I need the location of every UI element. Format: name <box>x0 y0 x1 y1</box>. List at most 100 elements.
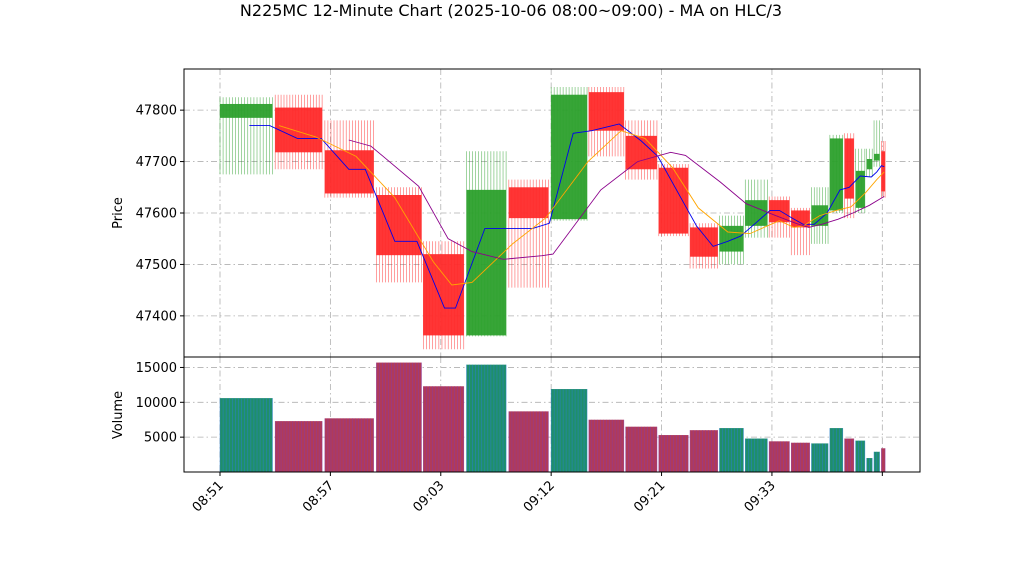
volume-bar-body <box>508 411 549 472</box>
volume-bar <box>376 362 422 472</box>
volume-tick-label: 10000 <box>136 396 177 411</box>
candle-up <box>466 151 507 337</box>
volume-bar <box>873 451 880 472</box>
candle-down <box>881 141 886 198</box>
candle-body <box>829 138 843 211</box>
candle-body <box>874 153 880 161</box>
candlestick-series <box>219 87 886 350</box>
volume-panel: 5000 10000 15000 Volume <box>111 356 921 473</box>
candle-body <box>881 151 886 192</box>
candle-up <box>866 148 873 177</box>
volume-bar <box>829 428 844 472</box>
candle-body <box>220 103 273 118</box>
volume-bar <box>768 441 790 472</box>
candle-down <box>324 120 374 198</box>
candle-up <box>744 179 768 238</box>
candle-down <box>376 187 422 283</box>
candle-down <box>274 94 323 170</box>
volume-bar <box>508 411 549 472</box>
volume-bar <box>219 398 273 472</box>
volume-bar <box>466 364 507 472</box>
volume-bars <box>219 362 886 472</box>
candle-down <box>689 223 718 269</box>
price-axis-label: Price <box>111 197 126 229</box>
candle-up <box>873 120 880 167</box>
candle-up <box>829 134 844 213</box>
moving-average-lines <box>249 123 885 309</box>
volume-bar-body <box>466 364 507 472</box>
candle-down <box>625 120 658 180</box>
x-tick-label: 08:57 <box>300 478 337 515</box>
price-tick-label: 47600 <box>136 207 177 222</box>
volume-bar-body <box>844 438 854 472</box>
price-y-axis: 47400 47500 47600 47700 47800 <box>136 104 184 324</box>
volume-bar <box>844 438 855 472</box>
volume-bar <box>550 389 588 472</box>
candle-up <box>855 148 866 213</box>
volume-bar <box>719 428 744 472</box>
x-tick-label: 09:21 <box>631 478 668 515</box>
volume-bar <box>324 418 374 472</box>
price-tick-label: 47500 <box>136 258 177 273</box>
volume-bar-body <box>745 438 768 472</box>
volume-bar <box>274 421 323 472</box>
x-tick-label: 08:51 <box>190 478 227 515</box>
volume-bar-body <box>423 386 464 472</box>
candle-down <box>422 241 465 350</box>
candle-body <box>745 200 768 226</box>
chart-title: N225MC 12-Minute Chart (2025-10-06 08:00… <box>240 1 782 20</box>
candle-body <box>551 94 588 220</box>
volume-tick-label: 15000 <box>136 361 177 376</box>
volume-y-axis: 5000 10000 15000 <box>136 361 184 446</box>
volume-plot-frame <box>183 356 921 473</box>
volume-bar <box>855 440 866 472</box>
time-x-axis: 08:51 08:57 09:03 09:12 09:21 09:33 <box>190 472 883 515</box>
volume-bar <box>422 386 465 472</box>
candle-body <box>658 167 689 234</box>
candle-down <box>588 87 625 157</box>
volume-bar <box>881 448 886 472</box>
price-panel: 47400 47500 47600 47700 47800 Price <box>111 68 921 358</box>
candle-body <box>719 225 744 252</box>
volume-bar-body <box>855 440 865 472</box>
moving-average-line-1 <box>249 123 885 309</box>
volume-bar <box>744 438 768 472</box>
candle-down <box>790 207 810 256</box>
volume-bar <box>625 426 658 472</box>
price-tick-label: 47400 <box>136 309 177 324</box>
volume-bar-body <box>376 362 422 472</box>
price-tick-label: 47700 <box>136 155 177 170</box>
volume-bar-body <box>881 448 886 472</box>
volume-tick-label: 5000 <box>144 431 177 446</box>
moving-average-line-3 <box>348 139 885 260</box>
volume-bar-body <box>220 398 273 472</box>
candle-down <box>508 179 549 288</box>
candle-up <box>550 87 588 221</box>
price-tick-label: 47800 <box>136 104 177 119</box>
candle-body <box>423 254 464 336</box>
candle-body <box>855 170 865 208</box>
volume-bar <box>866 458 873 472</box>
volume-axis-label: Volume <box>111 391 126 439</box>
volume-bar <box>658 435 689 472</box>
volume-bar <box>588 419 625 472</box>
moving-average-line-2 <box>278 125 885 286</box>
candle-body <box>690 227 718 257</box>
x-tick-label: 09:33 <box>742 478 779 515</box>
candle-body <box>769 200 790 223</box>
candle-body <box>588 92 624 131</box>
candle-body <box>866 159 873 170</box>
volume-bar <box>689 430 718 472</box>
volume-bar <box>790 442 810 472</box>
volume-bar-body <box>769 441 790 472</box>
candle-body <box>275 107 323 153</box>
x-tick-label: 09:03 <box>411 478 448 515</box>
candle-body <box>324 150 374 194</box>
volume-bar <box>811 443 829 472</box>
candle-body <box>466 189 507 336</box>
candle-body <box>508 187 549 219</box>
volume-bar-body <box>690 430 718 472</box>
candle-body <box>844 138 854 199</box>
candle-down <box>658 164 689 237</box>
